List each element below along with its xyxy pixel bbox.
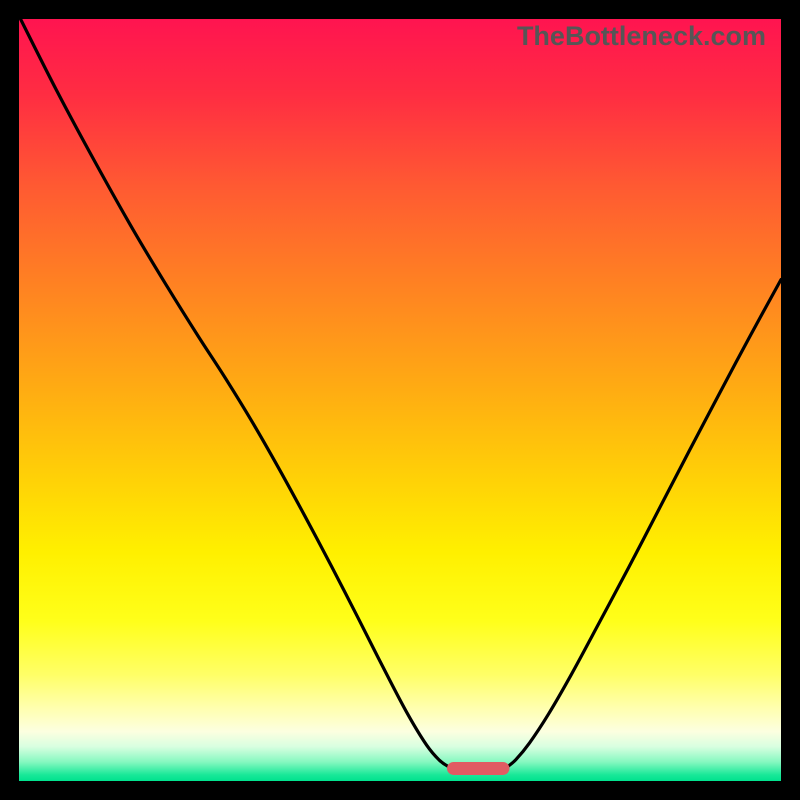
plot-area: TheBottleneck.com [19, 19, 781, 781]
curve-left [21, 19, 450, 767]
bottleneck-curve [19, 19, 781, 781]
optimal-marker [447, 762, 509, 775]
optimal-marker-pill [447, 762, 509, 775]
curve-right [507, 280, 781, 768]
watermark-text: TheBottleneck.com [517, 21, 766, 52]
